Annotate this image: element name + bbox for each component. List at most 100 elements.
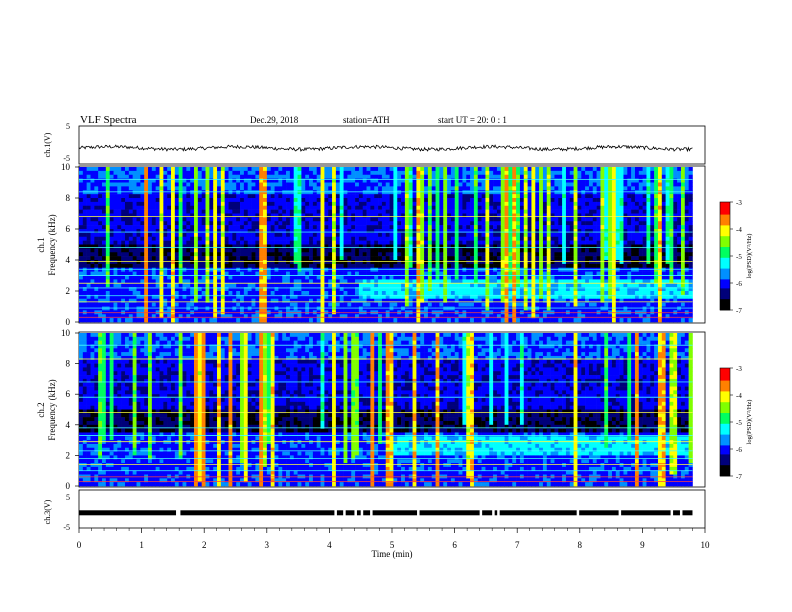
spectrogram-cell bbox=[266, 182, 272, 187]
spectrogram-cell bbox=[297, 178, 302, 183]
spectrogram-cell bbox=[527, 170, 532, 176]
spectrogram-cell bbox=[473, 283, 479, 288]
spectrogram-cell bbox=[504, 236, 509, 241]
spectrogram-cell bbox=[266, 209, 272, 214]
spectrogram-cell bbox=[473, 229, 479, 234]
spectrogram-cell bbox=[485, 229, 490, 234]
spectrogram-cell bbox=[427, 167, 433, 172]
spectrogram-cell bbox=[347, 217, 352, 222]
spectrogram-cell bbox=[378, 256, 383, 261]
spectrogram-cell bbox=[94, 198, 99, 203]
spectrogram-cell bbox=[496, 217, 502, 222]
spectrogram-cell bbox=[412, 287, 417, 292]
spectrogram-cell bbox=[424, 279, 429, 284]
spectrogram-cell bbox=[301, 318, 306, 323]
spectrogram-cell bbox=[121, 240, 126, 245]
spectrogram-cell bbox=[431, 244, 436, 249]
spectrogram-cell bbox=[389, 291, 394, 296]
spectrogram-cell bbox=[148, 225, 153, 230]
spectrogram-cell bbox=[504, 263, 509, 269]
spectrogram-cell bbox=[466, 190, 471, 195]
spectrogram-cell bbox=[427, 174, 433, 179]
spectrogram-cell bbox=[516, 294, 521, 300]
spectrogram-cell bbox=[228, 221, 233, 226]
spectrogram-cell bbox=[213, 209, 218, 214]
spectrogram-cell bbox=[159, 225, 164, 230]
spectrogram-cell bbox=[397, 201, 402, 207]
spectrogram-cell bbox=[450, 240, 456, 245]
spectrogram-cell bbox=[213, 244, 218, 249]
spectrogram-cell bbox=[243, 271, 248, 276]
spectrogram-cell bbox=[251, 252, 256, 257]
spectrogram-cell bbox=[163, 198, 168, 203]
spectrogram-cell bbox=[535, 306, 540, 311]
spectrogram-cell bbox=[117, 209, 122, 214]
spectrogram-cell bbox=[412, 217, 417, 222]
spectrogram-cell bbox=[366, 186, 371, 191]
spectrogram-cell bbox=[286, 170, 291, 176]
spectrogram-cell bbox=[105, 209, 110, 214]
spectrogram-cell bbox=[209, 194, 214, 199]
spectrogram-cell bbox=[289, 209, 295, 214]
spectrogram-cell bbox=[462, 252, 467, 257]
spectrogram-cell bbox=[404, 291, 410, 296]
spectrogram-cell bbox=[489, 267, 494, 272]
spectrogram-cell bbox=[263, 205, 268, 210]
spectrogram-cell bbox=[136, 229, 141, 234]
spectrogram-cell bbox=[312, 306, 318, 311]
spectrogram-cell bbox=[274, 314, 279, 319]
spectrogram-cell bbox=[274, 217, 279, 222]
spectrogram-cell bbox=[370, 229, 375, 234]
spectrogram-cell bbox=[251, 279, 256, 284]
spectrogram-cell bbox=[282, 229, 287, 234]
spectrogram-cell bbox=[243, 229, 248, 234]
spectrogram-cell bbox=[86, 225, 91, 230]
spectrogram-cell bbox=[504, 306, 509, 311]
spectrogram-cell bbox=[466, 217, 471, 222]
spectrogram-cell bbox=[431, 236, 436, 241]
spectrogram-cell bbox=[182, 232, 187, 238]
spectrogram-cell bbox=[182, 298, 187, 303]
spectrogram-cell bbox=[493, 294, 498, 300]
spectrogram-cell bbox=[201, 225, 206, 230]
spectrogram-cell bbox=[539, 263, 544, 269]
spectrogram-cell bbox=[462, 267, 467, 272]
spectrogram-cell bbox=[301, 213, 306, 218]
spectrogram-cell bbox=[381, 279, 387, 284]
spectrogram-cell bbox=[186, 205, 191, 210]
spectrogram-cell bbox=[121, 205, 126, 210]
spectrogram-cell bbox=[489, 186, 494, 191]
spectrogram-cell bbox=[554, 240, 559, 245]
spectrogram-cell bbox=[194, 221, 199, 226]
spectrogram-cell bbox=[523, 279, 528, 284]
spectrogram-cell bbox=[163, 201, 168, 207]
spectrogram-cell bbox=[309, 221, 314, 226]
spectrogram-cell bbox=[94, 194, 99, 199]
spectrogram-cell bbox=[159, 267, 164, 272]
spectrogram-cell bbox=[205, 260, 210, 265]
spectrogram-cell bbox=[289, 271, 295, 276]
spectrogram-cell bbox=[178, 248, 183, 253]
spectrogram-cell bbox=[508, 275, 513, 280]
spectrogram-cell bbox=[163, 194, 168, 199]
spectrogram-cell bbox=[140, 170, 145, 176]
spectrogram-cell bbox=[443, 314, 448, 319]
spectrogram-cell bbox=[500, 287, 505, 292]
spectrogram-cell bbox=[546, 194, 551, 199]
spectrogram-cell bbox=[174, 275, 179, 280]
spectrogram-cell bbox=[274, 302, 279, 307]
spectrogram-cell bbox=[508, 205, 513, 210]
spectrogram-cell bbox=[458, 271, 463, 276]
spectrogram-cell bbox=[489, 318, 494, 323]
spectrogram-cell bbox=[489, 271, 494, 276]
spectrogram-cell bbox=[263, 240, 268, 245]
spectrogram-cell bbox=[309, 302, 314, 307]
spectrogram-cell bbox=[431, 263, 436, 269]
spectrogram-cell bbox=[477, 302, 482, 307]
spectrogram-cell bbox=[389, 229, 394, 234]
spectrogram-cell bbox=[347, 229, 352, 234]
spectrogram-cell bbox=[355, 302, 360, 307]
spectrogram-cell bbox=[293, 275, 298, 280]
spectrogram-cell bbox=[270, 283, 275, 288]
spectrogram-cell bbox=[293, 256, 298, 261]
